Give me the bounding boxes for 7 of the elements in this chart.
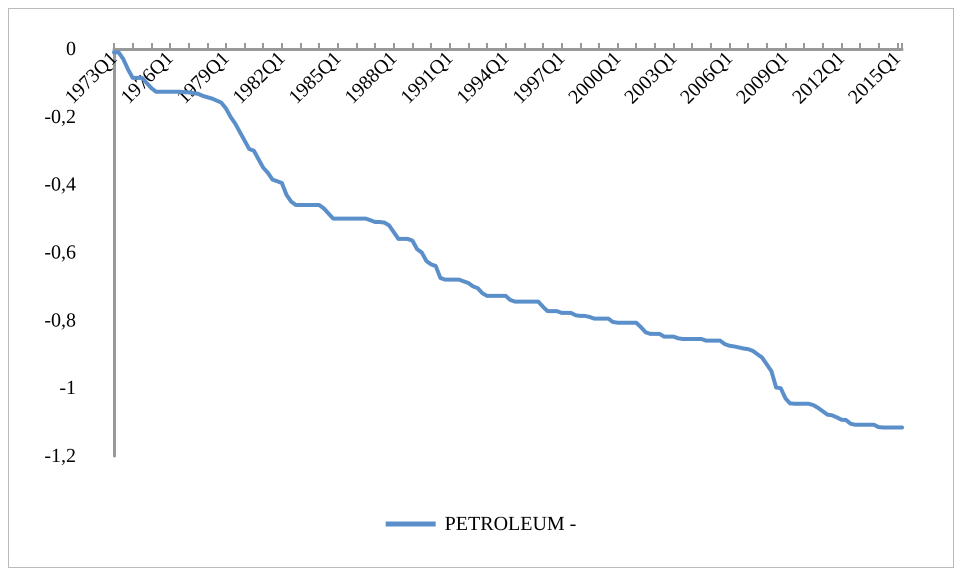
- y-tick-label: -0,6: [44, 242, 76, 264]
- y-tick-label: -0,4: [44, 174, 76, 196]
- y-tick-label: -1,2: [44, 445, 76, 467]
- y-tick-label: -1: [59, 377, 76, 400]
- y-tick-label: -0,8: [44, 309, 76, 332]
- y-tick-label: -0,2: [44, 106, 76, 128]
- legend-label: PETROLEUM -: [444, 513, 576, 535]
